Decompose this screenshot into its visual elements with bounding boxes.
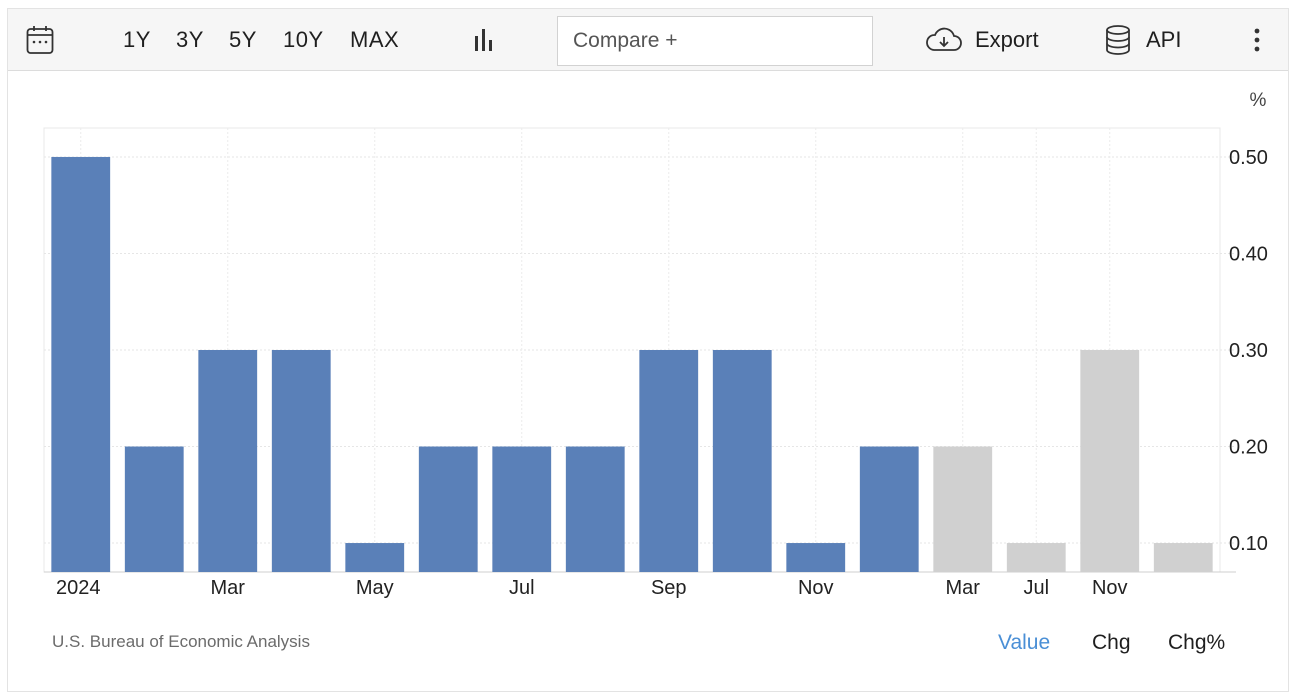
- api-label: API: [1146, 27, 1182, 52]
- y-tick-label: 0.20: [1229, 437, 1268, 459]
- range-1y-button[interactable]: 1Y: [123, 27, 151, 52]
- calendar-icon[interactable]: [26, 9, 54, 71]
- y-tick-label: 0.10: [1229, 533, 1268, 555]
- value-bar[interactable]: [712, 350, 772, 572]
- forecast-bar[interactable]: [1153, 543, 1213, 572]
- value-bar[interactable]: [639, 350, 699, 572]
- value-bar[interactable]: [271, 350, 331, 572]
- range-3y-button[interactable]: 3Y: [176, 27, 204, 52]
- compare-input[interactable]: [557, 16, 873, 66]
- x-axis-ticks: 2024 Mar May Jul Sep Nov Mar Jul Nov: [56, 577, 1128, 599]
- x-tick-label: May: [356, 577, 394, 599]
- view-chg-pct-tab[interactable]: Chg%: [1168, 631, 1226, 654]
- value-bar[interactable]: [492, 446, 552, 572]
- value-bar[interactable]: [786, 543, 846, 572]
- range-max-button[interactable]: MAX: [350, 27, 400, 52]
- chart-toolbar: 1Y 3Y 5Y 10Y MAX Export: [8, 9, 1288, 71]
- x-tick-label: Mar: [946, 577, 981, 599]
- x-tick-label: 2024: [56, 577, 101, 599]
- value-bar[interactable]: [418, 446, 478, 572]
- value-bar[interactable]: [124, 446, 184, 572]
- export-label: Export: [975, 27, 1039, 52]
- range-10y-button[interactable]: 10Y: [283, 27, 324, 52]
- x-tick-label: Jul: [509, 577, 535, 599]
- export-button[interactable]: Export: [925, 9, 1039, 71]
- cloud-download-icon: [925, 27, 963, 53]
- vertical-dots-icon[interactable]: [1252, 9, 1262, 71]
- x-tick-label: Mar: [211, 577, 246, 599]
- y-tick-label: 0.50: [1229, 147, 1268, 169]
- x-tick-label: Jul: [1023, 577, 1049, 599]
- y-tick-label: 0.30: [1229, 340, 1268, 362]
- y-tick-label: 0.40: [1229, 243, 1268, 265]
- value-bar[interactable]: [51, 156, 111, 572]
- chart-bars: [51, 156, 1213, 572]
- view-value-tab[interactable]: Value: [998, 631, 1051, 654]
- range-5y-button[interactable]: 5Y: [229, 27, 257, 52]
- value-bar[interactable]: [345, 543, 405, 572]
- bar-chart-icon[interactable]: [473, 9, 497, 71]
- view-chg-tab[interactable]: Chg: [1092, 631, 1131, 654]
- forecast-bar[interactable]: [1080, 350, 1140, 572]
- x-tick-label: Sep: [651, 577, 687, 599]
- value-bar[interactable]: [198, 350, 258, 572]
- x-tick-label: Nov: [798, 577, 834, 599]
- api-button[interactable]: API: [1104, 9, 1181, 71]
- database-icon: [1104, 25, 1132, 55]
- y-unit-label: %: [1250, 90, 1267, 111]
- source-attribution: U.S. Bureau of Economic Analysis: [52, 632, 310, 651]
- forecast-bar[interactable]: [1006, 543, 1066, 572]
- y-axis-ticks: 0.10 0.20 0.30 0.40 0.50: [1229, 147, 1268, 555]
- value-bar[interactable]: [859, 446, 919, 572]
- forecast-bar[interactable]: [933, 446, 993, 572]
- x-tick-label: Nov: [1092, 577, 1128, 599]
- value-bar[interactable]: [565, 446, 625, 572]
